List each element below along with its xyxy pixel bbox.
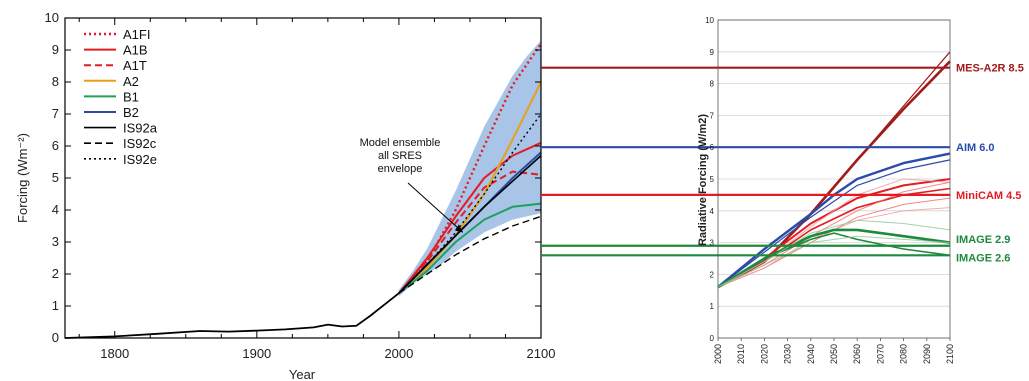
series-line-b1	[398, 202, 542, 294]
y-tick-label: 2	[52, 266, 59, 281]
reference-label-image-2-9: IMAGE 2.9	[956, 234, 1010, 246]
x-tick-label: 2040	[806, 344, 816, 364]
annotation-arrow	[407, 182, 464, 233]
y-tick-label: 3	[52, 234, 59, 249]
y-tick-label: 8	[52, 74, 59, 89]
y-tick-label: 1	[52, 298, 59, 313]
x-tick-label: 2100	[945, 344, 955, 364]
reference-label-image-2-6: IMAGE 2.6	[956, 252, 1010, 264]
x-tick-label: 2000	[713, 344, 723, 364]
y-tick-label: 9	[710, 48, 715, 57]
y-tick-label: 7	[710, 111, 715, 120]
legend-label-a1t: A1T	[123, 58, 147, 73]
annotation-line: all SRES	[378, 150, 422, 162]
x-tick-label: 2090	[922, 344, 932, 364]
series-line-is92c	[398, 215, 542, 294]
reference-label-mes-a2r-8-5: MES-A2R 8.5	[956, 63, 1024, 75]
right-radiative-forcing-chart: 0 1 2 3 4 5 6 7 8 9 10 2000 2010 2020 2030 2040 2050 2060…	[541, 16, 1024, 364]
reference-label-minicam-4-5: MiniCAM 4.5	[956, 190, 1021, 202]
x-tick-label: 2080	[899, 344, 909, 364]
y-tick-label: 6	[710, 143, 715, 152]
y-tick-label: 4	[710, 207, 715, 216]
y-tick-label: 0	[52, 330, 59, 345]
y-tick-label: 1	[710, 302, 715, 311]
x-tick-label: 1800	[100, 346, 129, 361]
y-tick-label: 8	[710, 80, 715, 89]
x-tick-label: 1900	[242, 346, 271, 361]
x-tick-label: 2070	[875, 344, 885, 364]
y-axis-label: Forcing (Wm⁻²)	[15, 133, 30, 223]
legend-label-is92e: IS92e	[123, 152, 157, 167]
legend-label-a1b: A1B	[123, 43, 148, 58]
x-tick-label: 2030	[783, 344, 793, 364]
pathway-line	[717, 60, 951, 289]
series-line-a1b	[398, 141, 542, 294]
x-tick-label: 2000	[384, 346, 413, 361]
y-tick-label: 4	[52, 202, 59, 217]
y-tick-label: 10	[45, 10, 59, 25]
series-line-a1t	[398, 170, 542, 294]
y-axis-label: Radiative Forcing (W/m2)	[697, 114, 709, 246]
legend-label-b1: B1	[123, 89, 139, 104]
y-tick-label: 5	[52, 170, 59, 185]
pathway-line	[717, 159, 951, 288]
x-tick-label: 2050	[829, 344, 839, 364]
annotation-arrowhead	[454, 224, 463, 233]
legend-label-is92c: IS92c	[123, 136, 157, 151]
annotation-line: envelope	[378, 163, 423, 175]
y-tick-label: 0	[710, 334, 715, 343]
x-tick-label: 2100	[527, 346, 556, 361]
sres-envelope	[398, 40, 541, 297]
x-tick-label: 2060	[852, 344, 862, 364]
legend-label-b2: B2	[123, 105, 139, 120]
pathway-line	[717, 51, 951, 288]
y-tick-label: 7	[52, 106, 59, 121]
pathway-line	[717, 181, 951, 288]
pathway-line	[717, 219, 951, 288]
legend-label-a1fi: A1FI	[123, 27, 150, 42]
legend-label-a2: A2	[123, 74, 139, 89]
left-forcing-chart: 0 1 2 3 4 5 6 7 8 9 10 1800 1900 2000 2100 A1FIA1BA1TA…	[15, 10, 555, 381]
historical-forcing-line	[64, 292, 400, 339]
pathway-line	[717, 235, 951, 288]
x-tick-label: 2010	[736, 344, 746, 364]
y-tick-label: 5	[710, 175, 715, 184]
x-tick-label: 2020	[759, 344, 769, 364]
legend-label-is92a: IS92a	[123, 121, 158, 136]
y-tick-label: 2	[710, 270, 715, 279]
pathway-line	[717, 232, 951, 288]
y-tick-label: 6	[52, 138, 59, 153]
series-line-a2	[398, 81, 542, 294]
y-tick-label: 3	[710, 239, 715, 248]
x-axis-label: Year	[289, 367, 316, 381]
reference-label-aim-6-0: AIM 6.0	[956, 142, 995, 154]
y-tick-label: 10	[705, 16, 714, 25]
y-tick-label: 9	[52, 42, 59, 57]
series-line-is92a	[398, 155, 542, 294]
annotation-line: Model ensemble	[360, 137, 441, 149]
